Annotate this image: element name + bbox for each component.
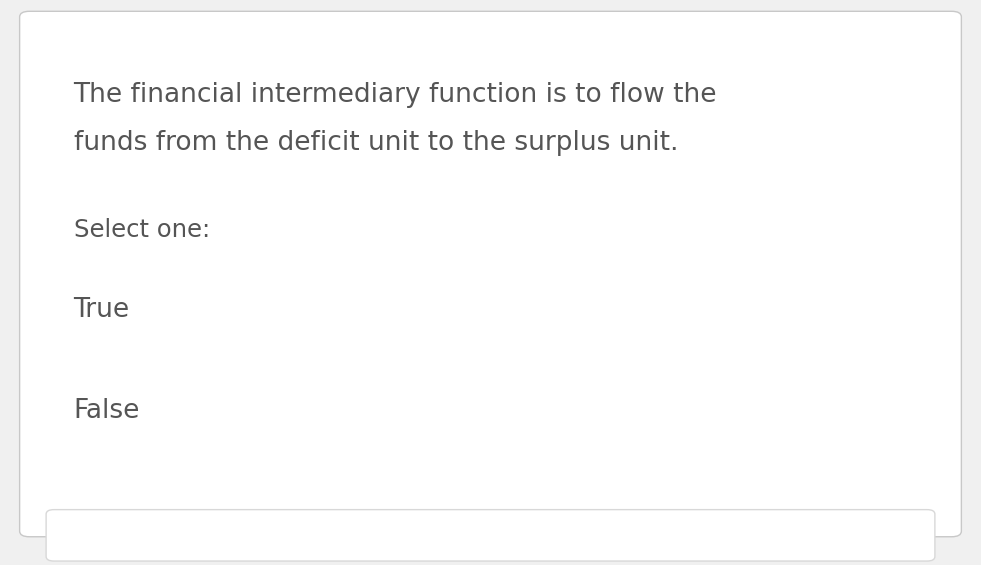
Text: funds from the deficit unit to the surplus unit.: funds from the deficit unit to the surpl…	[74, 130, 678, 156]
Text: False: False	[74, 398, 140, 424]
Text: True: True	[74, 297, 129, 323]
Text: The financial intermediary function is to flow the: The financial intermediary function is t…	[74, 82, 717, 108]
Circle shape	[880, 297, 939, 331]
Circle shape	[880, 398, 939, 432]
Text: Select one:: Select one:	[74, 218, 210, 241]
